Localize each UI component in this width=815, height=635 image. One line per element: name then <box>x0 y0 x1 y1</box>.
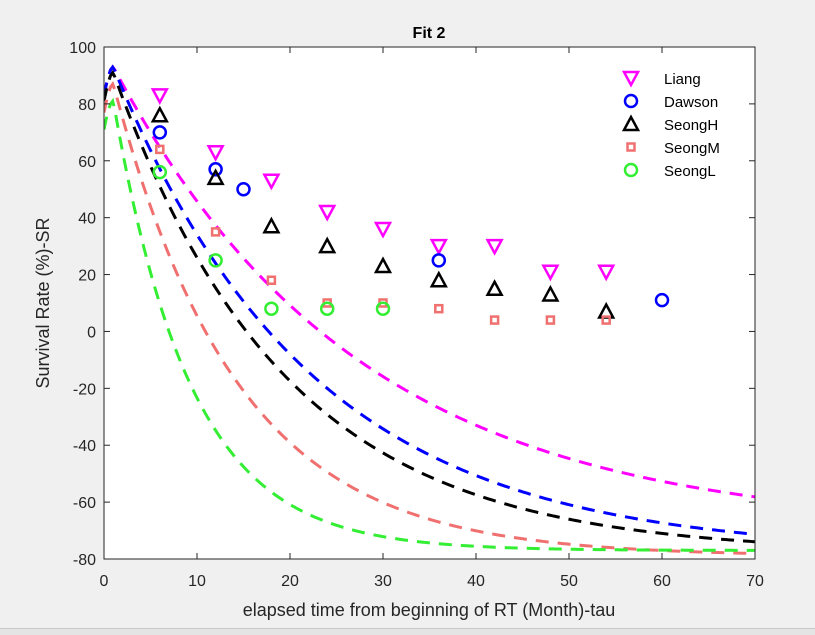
y-tick-label: -60 <box>73 495 96 512</box>
x-tick-label: 20 <box>281 573 299 590</box>
data-point-seongl <box>375 301 391 316</box>
axes-box <box>103 46 756 560</box>
x-tick-label: 10 <box>188 573 206 590</box>
window-bottom-edge <box>0 628 815 635</box>
data-point-seongh <box>485 279 504 297</box>
data-markers <box>150 88 670 325</box>
x-tick-label: 30 <box>374 573 392 590</box>
data-point-seongh <box>541 284 560 302</box>
data-point-dawson <box>152 125 168 140</box>
data-point-seongh <box>150 105 169 123</box>
data-point-seongm <box>489 315 500 325</box>
data-point-liang <box>318 204 337 222</box>
x-tick-label: 70 <box>746 573 764 590</box>
y-axis-ticks: -80 -60 -40 -20 0 20 40 60 80 100 <box>69 40 755 569</box>
x-tick-label: 40 <box>467 573 485 590</box>
data-point-dawson <box>431 253 447 268</box>
x-tick-label: 0 <box>100 573 109 590</box>
data-point-dawson <box>654 292 670 308</box>
data-point-liang <box>262 173 281 191</box>
y-tick-label: -40 <box>73 438 96 455</box>
legend-label-seongh: SeongH <box>664 117 718 134</box>
x-axis-label: elapsed time from beginning of RT (Month… <box>243 600 616 620</box>
data-point-seongm <box>155 144 165 155</box>
data-point-seongm <box>545 315 556 325</box>
data-point-seongm <box>434 303 444 314</box>
data-point-seongl <box>208 253 223 268</box>
plot-area <box>104 47 755 559</box>
fit-curve-seongh <box>104 69 755 544</box>
legend-marker-dawson <box>623 93 639 109</box>
y-tick-label: 20 <box>78 268 96 285</box>
y-tick-label: -20 <box>73 381 96 398</box>
data-point-seongl <box>152 164 168 180</box>
data-point-seongm <box>601 315 611 325</box>
y-tick-label: 60 <box>78 154 96 171</box>
data-point-seongh <box>262 216 281 234</box>
data-point-seongh <box>373 256 393 274</box>
legend-label-seongl: SeongL <box>664 163 716 180</box>
data-point-liang <box>373 221 393 239</box>
data-point-liang <box>485 238 504 256</box>
legend-marker-seongl <box>623 162 639 178</box>
x-axis-ticks: 0 10 20 30 40 50 60 70 <box>100 47 764 590</box>
data-point-seongm <box>210 227 221 237</box>
legend-marker-seongh <box>621 114 641 132</box>
y-axis-label: Survival Rate (%)-SR <box>33 217 53 388</box>
legend: Liang Dawson SeongH SeongM SeongL <box>621 70 720 180</box>
data-point-liang <box>597 264 616 282</box>
y-tick-label: 0 <box>87 324 96 341</box>
legend-marker-seongm <box>626 142 636 152</box>
data-point-seongm <box>266 275 277 285</box>
data-point-seongl <box>264 301 279 316</box>
data-point-liang <box>429 238 448 256</box>
data-point-seongh <box>206 168 225 186</box>
fit-curves <box>104 64 755 555</box>
x-tick-label: 50 <box>560 573 578 590</box>
legend-label-liang: Liang <box>664 71 701 88</box>
chart-title: Fit 2 <box>413 25 446 42</box>
fit-curve-liang <box>104 64 755 499</box>
fit-curve-seongl <box>104 97 755 552</box>
data-point-liang <box>150 88 169 105</box>
y-tick-label: 100 <box>69 40 96 57</box>
fit-curve-dawson <box>104 64 755 536</box>
data-point-liang <box>206 144 225 162</box>
data-point-seongh <box>318 236 337 254</box>
data-point-dawson <box>208 162 223 177</box>
data-point-seongl <box>319 301 335 316</box>
legend-marker-liang <box>621 70 641 88</box>
y-tick-label: 80 <box>78 97 96 114</box>
data-point-liang <box>541 264 560 282</box>
x-tick-label: 60 <box>653 573 671 590</box>
data-point-dawson <box>236 181 251 197</box>
legend-label-dawson: Dawson <box>664 94 718 111</box>
data-point-seongh <box>429 270 448 288</box>
y-tick-label: 40 <box>78 211 96 228</box>
legend-label-seongm: SeongM <box>664 140 720 157</box>
y-tick-label: -80 <box>73 552 96 569</box>
